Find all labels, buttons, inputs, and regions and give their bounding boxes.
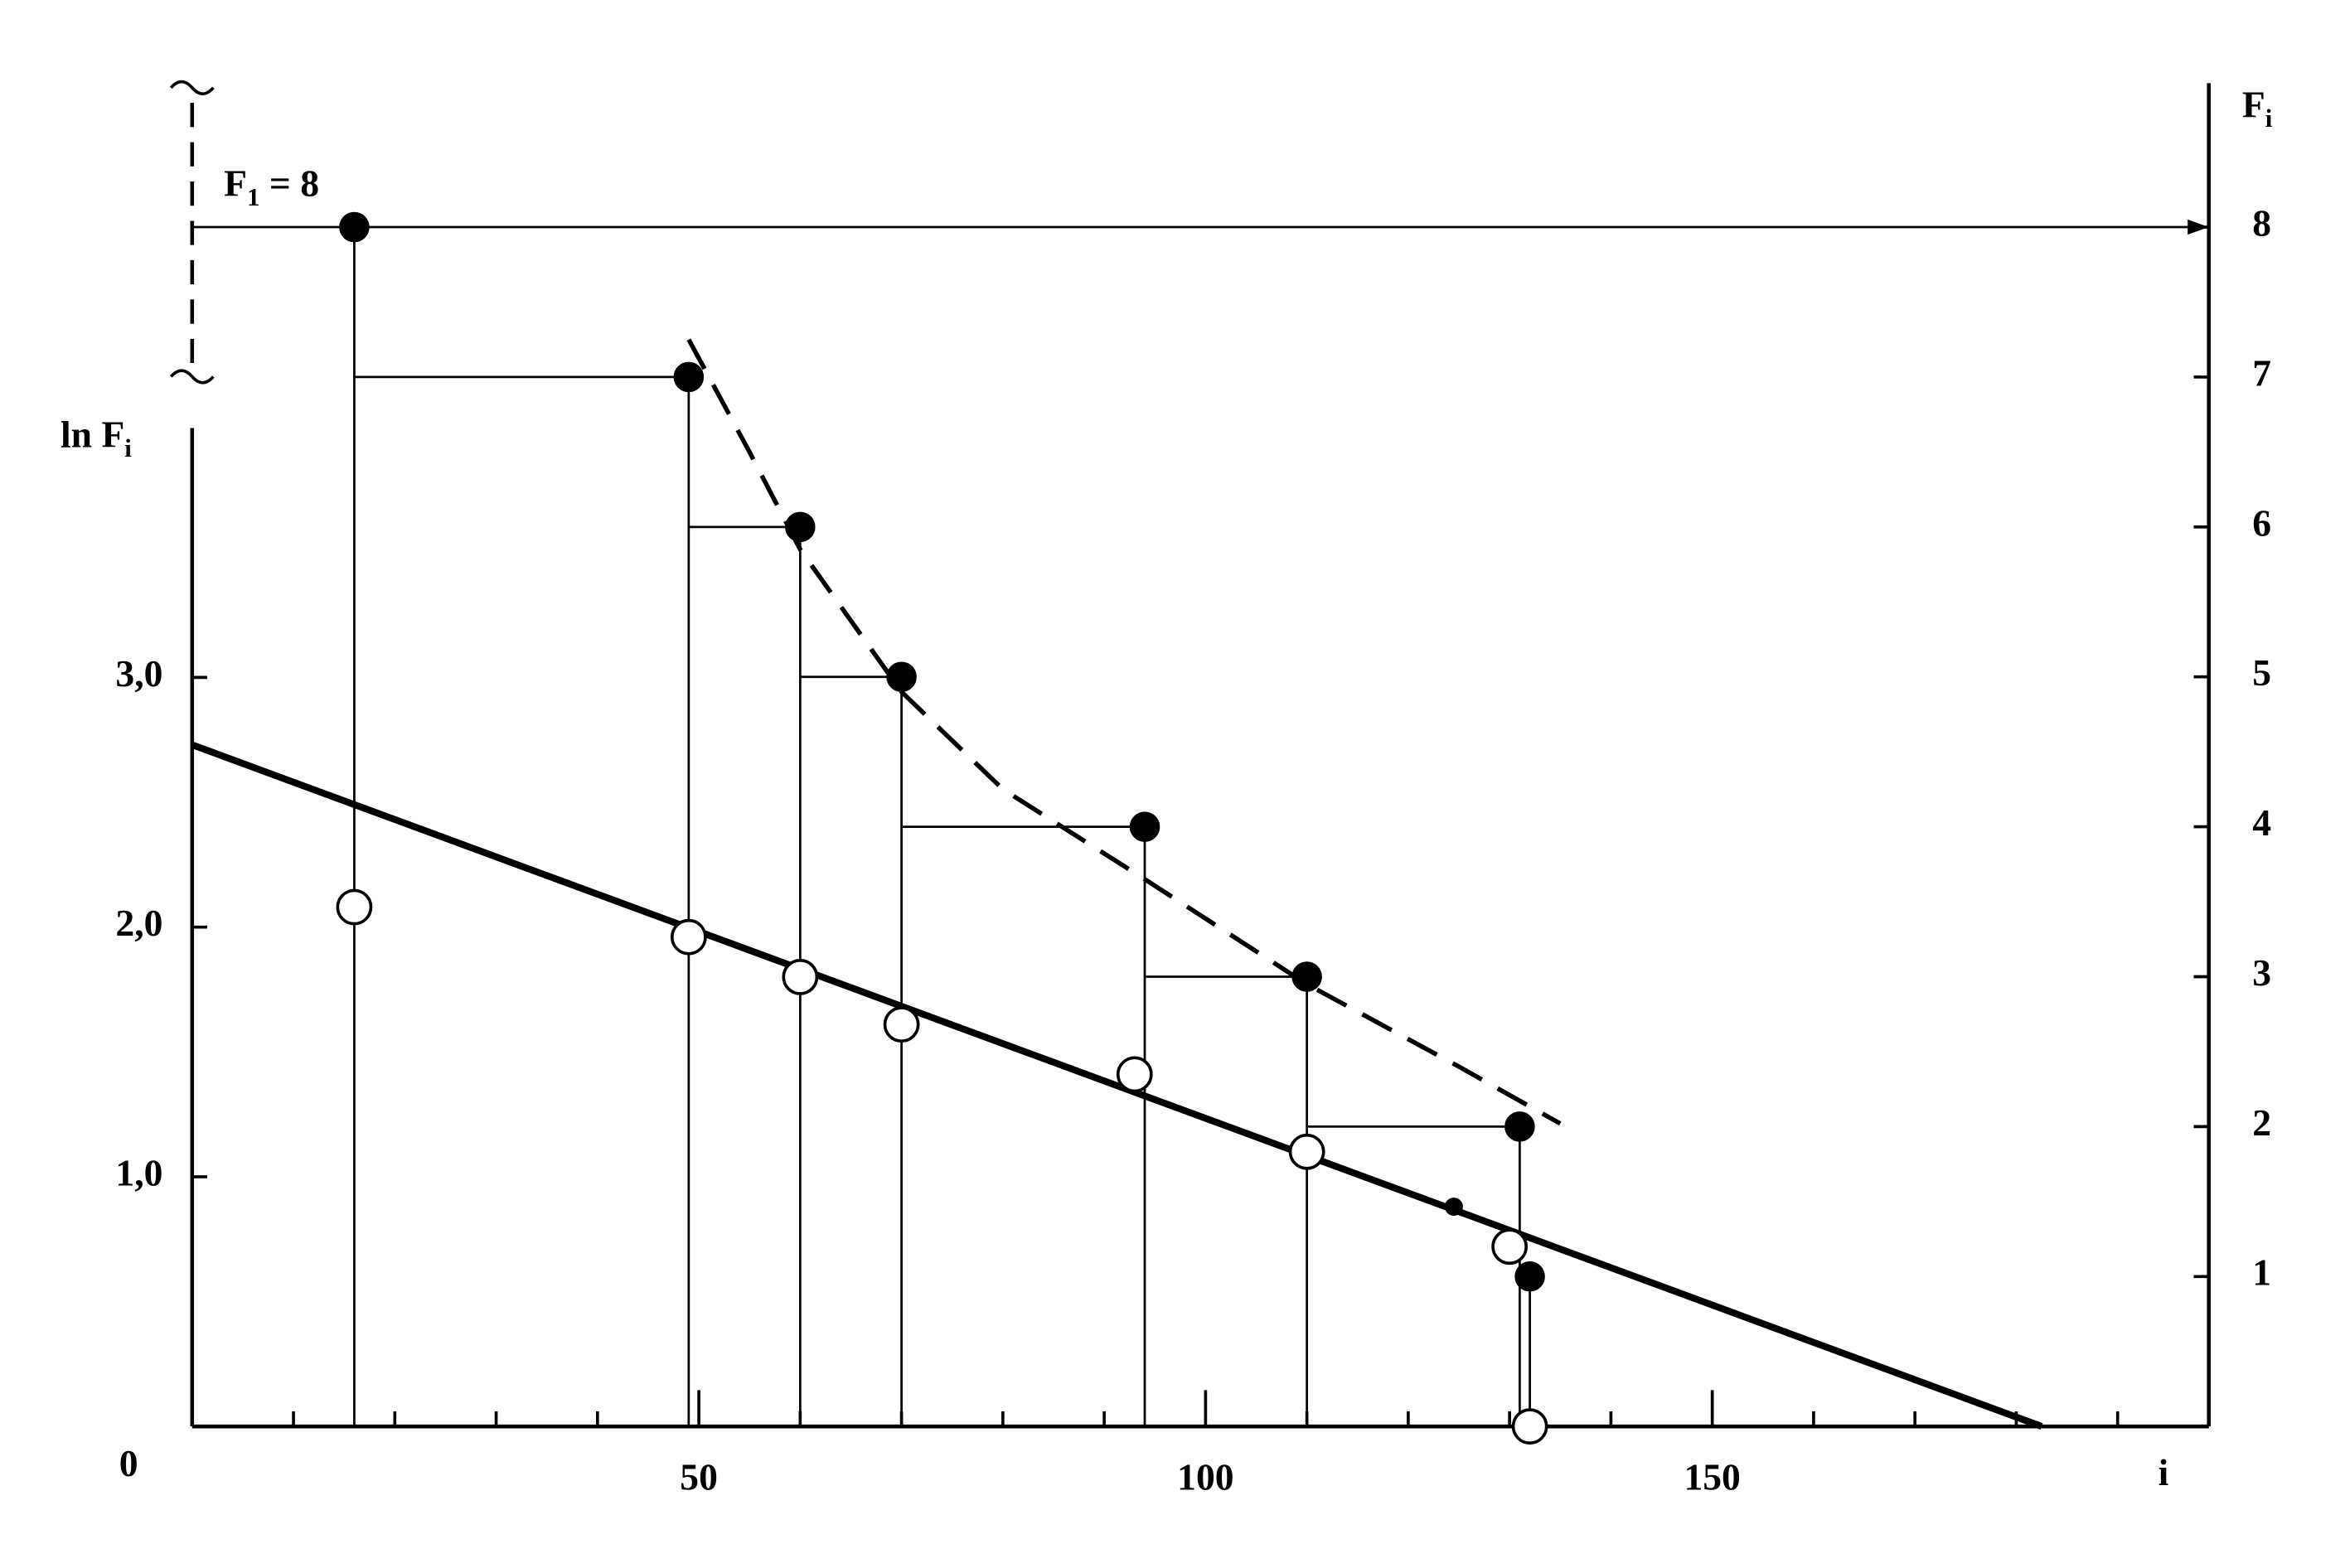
y2-tick-label: 4 bbox=[2252, 801, 2271, 844]
y-tick-label: 3,0 bbox=[115, 652, 162, 694]
break-mark bbox=[169, 80, 215, 95]
open-point bbox=[883, 1006, 920, 1043]
filled-point bbox=[339, 211, 370, 243]
y-tick-label: 2,0 bbox=[115, 902, 162, 944]
x-tick-label: 50 bbox=[680, 1455, 718, 1498]
filled-point bbox=[1291, 961, 1322, 992]
y2-axis-label-sub: i bbox=[2265, 104, 2273, 133]
y2-tick-label: 6 bbox=[2252, 501, 2271, 544]
filled-point bbox=[1129, 811, 1160, 842]
open-point bbox=[1116, 1056, 1153, 1093]
open-point bbox=[1511, 1408, 1548, 1445]
x-tick-label: 100 bbox=[1177, 1455, 1233, 1498]
open-point bbox=[670, 918, 707, 956]
filled-point bbox=[1504, 1111, 1535, 1142]
filled-point bbox=[886, 661, 917, 692]
annotation-rest: = 8 bbox=[260, 162, 320, 205]
y2-tick-label: 1 bbox=[2252, 1251, 2271, 1294]
y2-tick-label: 8 bbox=[2252, 202, 2271, 244]
fit-line bbox=[191, 741, 2043, 1430]
annotation-sub: 1 bbox=[247, 182, 260, 211]
y2-axis-label: Fi bbox=[2242, 84, 2273, 133]
open-point bbox=[336, 888, 373, 926]
y2-axis-label-main: F bbox=[2242, 84, 2265, 126]
open-point bbox=[782, 958, 819, 995]
y2-tick-label: 7 bbox=[2252, 351, 2271, 394]
y-tick-label: 0 bbox=[119, 1442, 138, 1484]
y2-tick-label: 2 bbox=[2252, 1101, 2271, 1144]
y-tick-label: 1,0 bbox=[115, 1151, 162, 1193]
open-point bbox=[1288, 1133, 1325, 1170]
annotation-main: F bbox=[224, 162, 247, 205]
annotation: F1 = 8 bbox=[224, 162, 319, 211]
x-tick-label: 150 bbox=[1684, 1455, 1740, 1498]
dashed-curve bbox=[686, 338, 1562, 1126]
filled-point bbox=[673, 361, 705, 393]
filled-point bbox=[1444, 1198, 1463, 1217]
filled-point bbox=[785, 511, 816, 543]
y2-tick-label: 5 bbox=[2252, 651, 2271, 694]
y-axis-label: ln Fi bbox=[61, 414, 132, 462]
x-axis-label: i bbox=[2158, 1451, 2169, 1493]
y-axis-label-main: ln F bbox=[61, 414, 124, 456]
filled-point bbox=[1514, 1261, 1545, 1292]
y-axis-label-sub: i bbox=[124, 433, 132, 462]
arrow-head bbox=[2188, 219, 2209, 235]
y2-tick-label: 3 bbox=[2252, 951, 2271, 994]
break-mark bbox=[169, 369, 215, 385]
open-point bbox=[1491, 1228, 1529, 1266]
